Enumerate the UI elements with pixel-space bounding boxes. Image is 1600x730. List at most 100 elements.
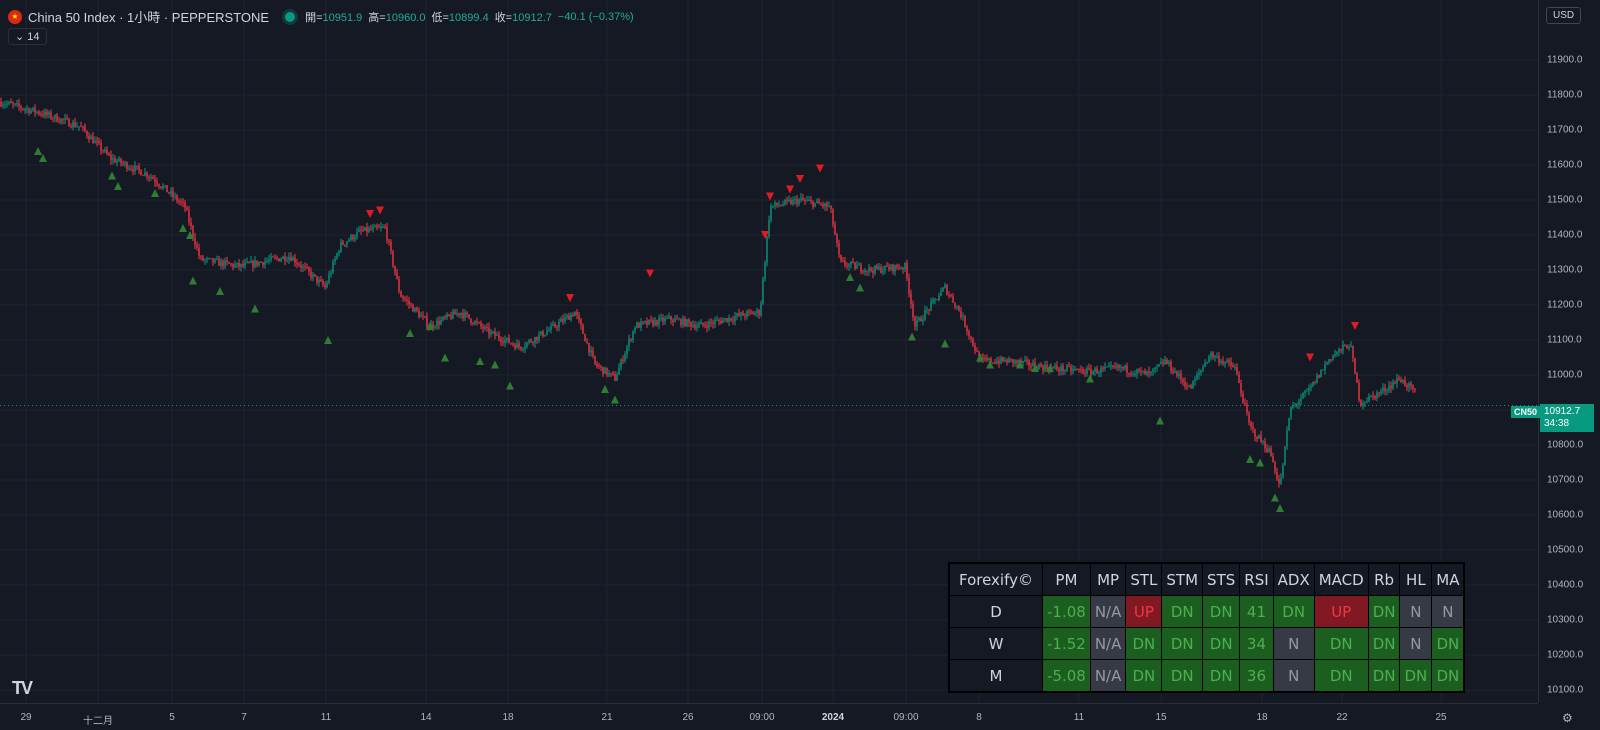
candle-body — [1002, 357, 1004, 362]
candle-body — [650, 319, 652, 321]
candle-body — [508, 337, 510, 343]
candle-body — [466, 312, 468, 315]
candle-body — [1244, 402, 1246, 404]
candle-body — [968, 331, 970, 337]
candle-body — [1102, 367, 1104, 369]
candle-body — [478, 322, 480, 324]
candle-body — [908, 277, 910, 294]
candle-body — [994, 362, 996, 364]
candle-body — [364, 226, 366, 231]
candle-body — [244, 262, 246, 266]
candle-body — [228, 262, 230, 264]
candle-body — [1066, 365, 1068, 371]
candle-body — [498, 334, 500, 339]
candle-body — [1290, 407, 1292, 418]
candle-body — [1364, 402, 1366, 404]
candle-body — [482, 326, 484, 329]
signal-cell: DN — [1161, 627, 1204, 660]
chart-area[interactable] — [0, 0, 1538, 703]
candle-body — [938, 296, 940, 300]
candle-body — [1312, 381, 1314, 387]
candle-body — [1254, 429, 1256, 437]
time-axis[interactable]: 29 十二月 5 7 11 14 18 21 26 09:00 2024 09:00 8 11 15 18 22… — [0, 703, 1538, 730]
indicator-toggle[interactable]: ⌄ 14 — [8, 28, 47, 45]
candle-body — [38, 111, 40, 114]
candle-body — [90, 136, 92, 140]
candle-body — [10, 101, 12, 104]
candle-body — [70, 126, 72, 128]
candle-body — [780, 205, 782, 207]
candle-body — [1214, 356, 1216, 358]
symbol-header: ★ China 50 Index · 1小時 · PEPPERSTONE 開=1… — [8, 7, 634, 26]
candle-body — [4, 104, 6, 106]
candle-body — [1080, 369, 1082, 371]
candle-body — [556, 326, 558, 328]
candle-body — [82, 126, 84, 128]
candle-body — [636, 322, 638, 328]
price-chart[interactable] — [0, 0, 1538, 703]
candle-body — [820, 203, 822, 205]
candle-body — [840, 255, 842, 261]
candle-body — [58, 121, 60, 123]
candle-body — [682, 318, 684, 326]
candle-body — [818, 201, 820, 204]
candle-body — [378, 227, 380, 229]
candle-body — [504, 339, 506, 343]
candle-body — [154, 178, 156, 183]
candle-body — [538, 334, 540, 341]
candle-body — [1090, 368, 1092, 375]
candle-body — [288, 256, 290, 261]
candle-body — [62, 118, 64, 120]
table-header-cell: HL — [1399, 562, 1433, 596]
candle-body — [350, 235, 352, 240]
candle-body — [1408, 383, 1410, 388]
candle-body — [560, 319, 562, 323]
candle-body — [1016, 360, 1018, 363]
candle-body — [1024, 359, 1026, 362]
candle-body — [1260, 435, 1262, 442]
candle-body — [168, 192, 170, 194]
candle-body — [470, 318, 472, 323]
candle-body — [1012, 359, 1014, 364]
table-header-cell: MACD — [1313, 562, 1369, 596]
candle-body — [1210, 352, 1212, 357]
candle-body — [786, 199, 788, 201]
candle-body — [120, 158, 122, 164]
candle-body — [1182, 379, 1184, 382]
candle-body — [922, 319, 924, 322]
candle-body — [1108, 365, 1110, 367]
time-axis-label: 29 — [20, 712, 32, 723]
price-axis[interactable]: 11900.0 11800.0 11700.0 11600.0 11500.0 11400… — [1538, 0, 1600, 703]
candle-body — [714, 320, 716, 324]
candle-body — [1356, 372, 1358, 383]
candle-body — [372, 227, 374, 230]
candle-body — [404, 298, 406, 300]
gear-icon[interactable]: ⚙ — [1562, 711, 1573, 725]
candle-body — [176, 195, 178, 201]
candle-body — [494, 331, 496, 336]
tradingview-logo[interactable]: TV — [12, 678, 33, 698]
buy-signal-arrow — [1246, 455, 1254, 463]
candle-body — [700, 322, 702, 325]
candle-body — [1256, 436, 1258, 439]
table-header-cell: Rb — [1367, 562, 1401, 596]
candle-body — [522, 348, 524, 350]
candle-body — [1344, 344, 1346, 346]
currency-button[interactable]: USD — [1546, 7, 1582, 24]
candle-body — [112, 158, 114, 160]
candle-body — [902, 268, 904, 270]
candle-body — [196, 245, 198, 248]
candle-body — [512, 343, 514, 345]
symbol-title[interactable]: China 50 Index · 1小時 · PEPPERSTONE — [28, 10, 270, 25]
candle-body — [1250, 422, 1252, 427]
candle-body — [44, 111, 46, 116]
time-axis-label: 5 — [169, 712, 175, 723]
ohlc-open: 開=10951.9 — [305, 11, 363, 24]
candle-body — [1228, 360, 1230, 363]
candle-body — [1174, 371, 1176, 373]
candle-body — [654, 320, 656, 326]
buy-signal-arrow — [251, 304, 259, 313]
candle-body — [822, 204, 824, 207]
candle-body — [1242, 393, 1244, 403]
time-axis-label: 十二月 — [83, 716, 113, 727]
